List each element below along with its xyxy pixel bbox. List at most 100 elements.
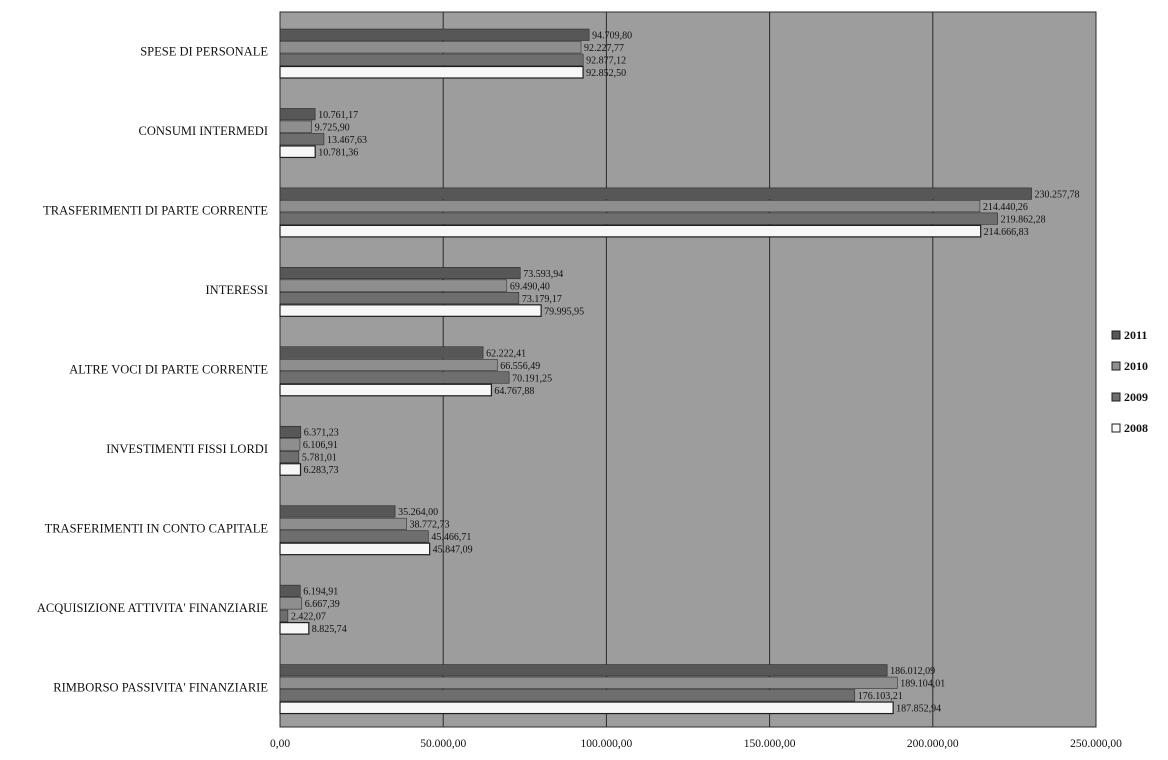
data-label: 94.709,80 [592,31,632,42]
bar-2009 [279,530,429,543]
bar-2010 [279,41,582,54]
bar-2010 [279,359,498,372]
data-label: 189.104,01 [900,679,945,690]
bars [279,28,1032,715]
data-label: 219.862,28 [1001,214,1046,225]
bar-2011 [279,425,302,438]
bar-2011 [279,28,590,41]
data-label: 9.725,90 [315,122,350,133]
bar-2008 [279,145,316,159]
x-axis-tick-labels: 0,00 50.000,00 100.000,00 150.000,00 200.000… [270,738,1122,750]
bar-2009 [279,53,584,66]
x-tick-label: 150.000,00 [744,738,796,750]
data-label: 6.106,91 [303,440,338,451]
data-label: 10.761,17 [318,110,358,121]
data-label: 70.191,25 [512,373,552,384]
bar-2011 [279,108,316,121]
bar-2011 [279,346,484,359]
bar-2008 [279,622,310,635]
x-tick-label: 50.000,00 [420,738,466,750]
bar-2011 [279,267,521,280]
data-label: 62.222,41 [486,348,526,359]
bar-2011 [279,584,301,597]
legend-label: 2010 [1124,359,1148,373]
bar-2008 [279,224,982,238]
data-label: 186.012,09 [890,666,935,677]
data-label: 6.283,73 [304,465,339,476]
bar-2011 [279,187,1032,200]
bar-2010 [279,438,301,451]
bar-2010 [279,200,981,213]
data-label: 69.490,40 [510,281,550,292]
legend-swatch-2011 [1111,330,1121,340]
data-label: 13.467,63 [327,135,367,146]
x-tick-label: 200.000,00 [907,738,959,750]
bar-2011 [279,664,888,677]
bar-2009 [279,133,325,146]
category-label: CONSUMI INTERMEDI [138,124,268,138]
x-tick-label: 0,00 [270,738,290,750]
bar-2008 [279,463,302,476]
legend-swatch-2008 [1111,423,1121,433]
data-label: 35.264,00 [398,507,438,518]
data-label: 2.422,07 [291,612,326,623]
bar-2009 [279,371,510,384]
category-label: INTERESSI [206,283,269,297]
data-label: 230.257,78 [1035,189,1080,200]
data-label: 6.194,91 [303,587,338,598]
category-labels: SPESE DI PERSONALE CONSUMI INTERMEDI TRASF… [37,45,268,695]
bar-2008 [279,701,894,715]
bar-2010 [279,517,407,530]
data-label: 73.593,94 [523,269,563,280]
bar-2008 [279,65,584,79]
bar-2011 [279,505,396,518]
data-label: 214.440,26 [983,202,1028,213]
data-label: 45.847,09 [433,545,473,556]
data-label: 5.781,01 [302,453,337,464]
category-label: ACQUISIZIONE ATTIVITA' FINANZIARIE [37,601,268,615]
data-label: 73.179,17 [522,294,562,305]
data-label: 66.556,49 [500,361,540,372]
data-label: 38.772,73 [410,520,450,531]
category-label: ALTRE VOCI DI PARTE CORRENTE [69,363,268,377]
category-label: TRASFERIMENTI DI PARTE CORRENTE [43,204,268,218]
data-label: 214.666,83 [984,227,1029,238]
data-label: 45.466,71 [431,532,471,543]
bar-2010 [279,120,312,133]
bar-2008 [279,542,431,556]
bar-2008 [279,383,493,397]
data-label: 176.103,21 [858,691,903,702]
data-label: 187.852,94 [896,704,941,715]
data-label: 92.877,12 [586,56,626,67]
bar-2009 [279,292,520,305]
legend-swatch-2010 [1111,361,1121,371]
bar-2010 [279,597,303,610]
bar-2008 [279,304,542,317]
category-label: TRASFERIMENTI IN CONTO CAPITALE [45,521,269,535]
data-label: 92.852,50 [586,68,626,79]
legend-label: 2011 [1124,328,1147,342]
data-label: 6.371,23 [304,428,339,439]
legend-label: 2009 [1124,390,1148,404]
legend-swatch-2009 [1111,392,1121,402]
category-label: SPESE DI PERSONALE [140,45,268,59]
data-label: 64.767,88 [494,386,534,397]
category-label: INVESTIMENTI FISSI LORDI [106,442,268,456]
data-label: 6.667,39 [305,599,340,610]
data-label: 8.825,74 [312,624,347,635]
legend-label: 2008 [1124,421,1148,435]
bar-2010 [279,279,508,292]
data-label: 92.227,77 [584,43,624,54]
bar-2010 [279,676,898,689]
bar-2009 [279,689,856,702]
data-label: 79.995,95 [544,306,584,317]
data-label: 10.781,36 [318,147,358,158]
bar-2009 [279,450,300,463]
x-tick-label: 100.000,00 [581,738,633,750]
bar-2009 [279,212,998,225]
x-tick-label: 250.000,00 [1070,738,1122,750]
bar-2009 [279,609,289,622]
category-label: RIMBORSO PASSIVITA' FINANZIARIE [53,680,268,694]
